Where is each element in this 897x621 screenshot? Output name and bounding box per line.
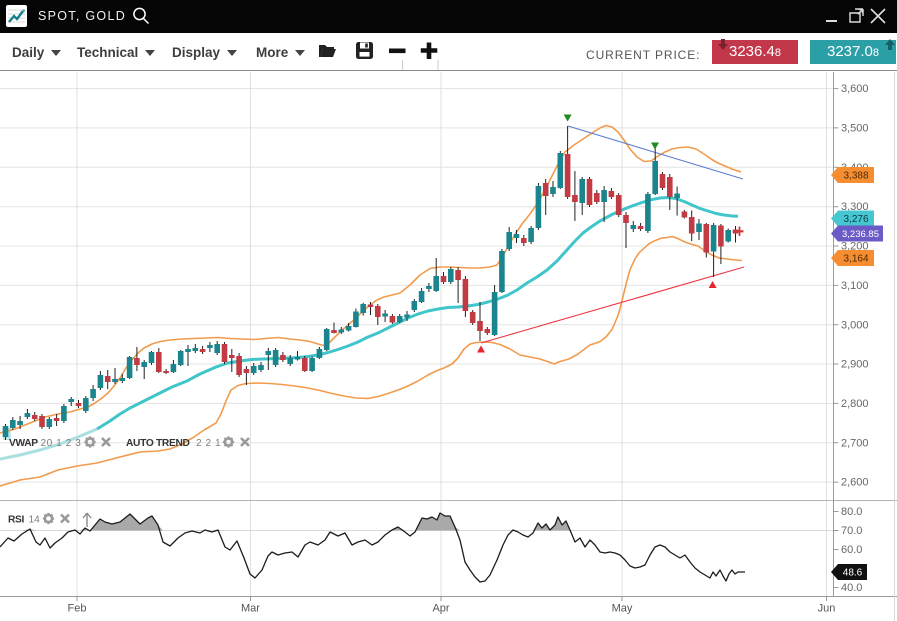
- svg-text:20 1 2 3: 20 1 2 3: [41, 438, 82, 449]
- svg-text:3,100: 3,100: [841, 280, 869, 292]
- svg-text:Feb: Feb: [68, 603, 87, 615]
- svg-text:3,236.85: 3,236.85: [842, 229, 879, 240]
- svg-text:2,600: 2,600: [841, 477, 869, 489]
- svg-text:May: May: [612, 603, 633, 615]
- svg-text:3,200: 3,200: [841, 241, 869, 253]
- svg-text:Mar: Mar: [241, 603, 260, 615]
- svg-text:AUTO TREND: AUTO TREND: [126, 438, 190, 449]
- svg-text:Apr: Apr: [432, 603, 449, 615]
- svg-text:60.0: 60.0: [841, 544, 862, 556]
- svg-text:3,600: 3,600: [841, 83, 869, 95]
- svg-text:3,164: 3,164: [843, 254, 868, 265]
- svg-text:VWAP: VWAP: [9, 438, 38, 449]
- svg-text:3,276: 3,276: [843, 214, 868, 225]
- svg-text:3,000: 3,000: [841, 319, 869, 331]
- svg-text:40.0: 40.0: [841, 582, 862, 594]
- svg-text:2,800: 2,800: [841, 398, 869, 410]
- svg-text:3,500: 3,500: [841, 123, 869, 135]
- svg-text:2 2 1: 2 2 1: [196, 438, 221, 449]
- svg-text:3,300: 3,300: [841, 201, 869, 213]
- svg-text:80.0: 80.0: [841, 506, 862, 518]
- svg-text:70.0: 70.0: [841, 525, 862, 537]
- svg-text:Jun: Jun: [818, 603, 836, 615]
- svg-text:2,700: 2,700: [841, 437, 869, 449]
- svg-text:2,900: 2,900: [841, 359, 869, 371]
- svg-text:RSI: RSI: [8, 515, 25, 526]
- svg-text:14: 14: [29, 515, 41, 526]
- svg-text:48.6: 48.6: [843, 568, 863, 579]
- svg-text:3,388: 3,388: [843, 171, 868, 182]
